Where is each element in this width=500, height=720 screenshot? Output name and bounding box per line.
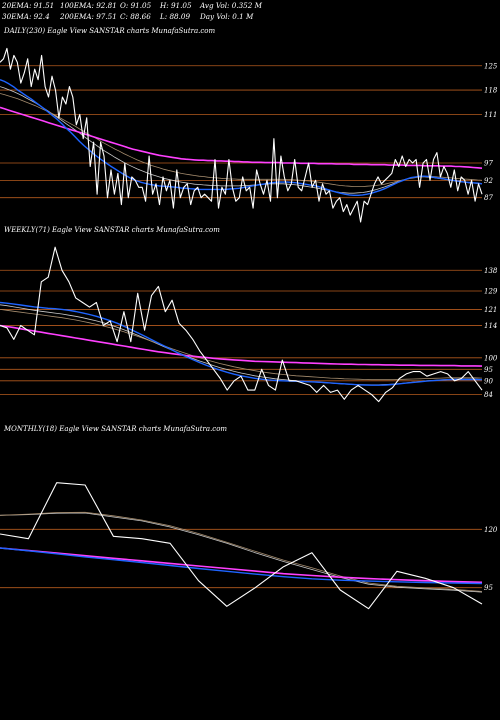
monthly-series-price — [0, 482, 483, 610]
weekly-tick-label-100: 100 — [484, 354, 498, 362]
daily-series-ema-slow — [0, 106, 483, 169]
weekly-panel-title: WEEKLY(71) Eagle View SANSTAR charts Mun… — [4, 226, 220, 234]
weekly-tick-label-95: 95 — [484, 366, 493, 374]
weekly-tick-label-138: 138 — [484, 267, 498, 275]
weekly-plot-area: 138 129 121 114 100 95 90 84 — [0, 246, 498, 403]
daily-tick-label-111: 111 — [484, 111, 497, 119]
daily-tick-label-92: 92 — [484, 177, 493, 185]
monthly-series-ema-mid2 — [0, 512, 483, 593]
daily-tick-label-87: 87 — [484, 194, 493, 202]
weekly-tick-label-129: 129 — [484, 287, 498, 295]
monthly-series-ema-slow — [0, 547, 483, 584]
daily-panel: DAILY(230) Eagle View SANSTAR charts Mun… — [0, 27, 498, 223]
monthly-tick-label-95: 95 — [484, 584, 493, 592]
weekly-tick-label-84: 84 — [484, 391, 493, 399]
weekly-tick-label-90: 90 — [484, 377, 493, 385]
weekly-series-price — [0, 246, 483, 403]
stat-low: L: 88.09 — [159, 12, 190, 21]
stat-close: C: 88.66 — [120, 12, 151, 21]
stat-30ema: 30EMA: 92.4 — [2, 12, 50, 21]
stat-high: H: 91.05 — [159, 1, 192, 10]
daily-series-price — [0, 47, 483, 223]
monthly-tick-label-120: 120 — [484, 526, 498, 534]
weekly-series-ema-mid1 — [0, 309, 483, 381]
monthly-series-ema-fast — [0, 547, 483, 585]
daily-tick-label-97: 97 — [484, 159, 493, 167]
stat-200ema: 200EMA: 97.51 — [59, 12, 117, 21]
monthly-panel: MONTHLY(18) Eagle View SANSTAR charts Mu… — [0, 425, 498, 610]
daily-series-ema-mid1 — [0, 93, 483, 188]
stat-avg-vol: Avg Vol: 0.352 M — [199, 1, 263, 10]
weekly-tick-label-114: 114 — [484, 322, 497, 330]
monthly-plot-area: 120 95 — [0, 482, 498, 610]
stat-20ema: 20EMA: 91.51 — [1, 1, 54, 10]
daily-tick-label-125: 125 — [484, 62, 498, 70]
daily-tick-label-118: 118 — [484, 87, 498, 95]
weekly-series-ema-slow — [0, 324, 483, 367]
daily-panel-title: DAILY(230) Eagle View SANSTAR charts Mun… — [3, 27, 216, 35]
stat-day-vol: Day Vol: 0.1 M — [199, 12, 254, 21]
monthly-series-ema-mid1 — [0, 511, 483, 592]
monthly-panel-title: MONTHLY(18) Eagle View SANSTAR charts Mu… — [3, 425, 227, 433]
header-stats: 20EMA: 91.51 100EMA: 92.81 O: 91.05 H: 9… — [1, 1, 263, 21]
stat-open: O: 91.05 — [120, 1, 152, 10]
stat-100ema: 100EMA: 92.81 — [60, 1, 117, 10]
weekly-panel: WEEKLY(71) Eagle View SANSTAR charts Mun… — [0, 226, 498, 403]
daily-plot-area: 125 118 111 97 92 87 — [0, 47, 498, 223]
weekly-tick-label-121: 121 — [484, 306, 497, 314]
